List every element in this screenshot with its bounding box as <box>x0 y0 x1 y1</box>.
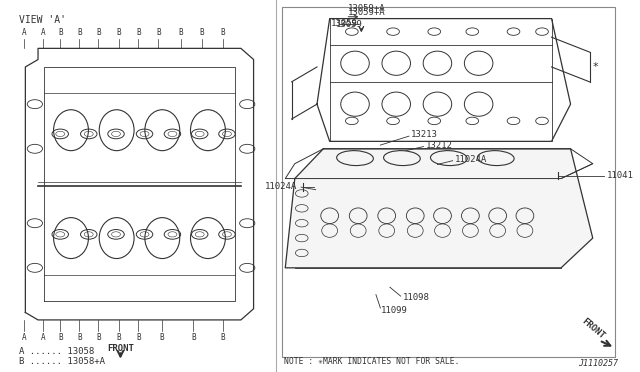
Text: 13059: 13059 <box>336 20 363 29</box>
Text: B: B <box>179 28 183 37</box>
Text: A ...... 13058: A ...... 13058 <box>19 347 94 356</box>
Text: FRONT: FRONT <box>580 317 606 341</box>
Text: A: A <box>22 28 26 37</box>
Text: VIEW 'A': VIEW 'A' <box>19 15 66 25</box>
Text: 13059+A: 13059+A <box>348 8 385 17</box>
Text: B: B <box>136 28 141 37</box>
Text: B: B <box>77 333 81 342</box>
Text: B: B <box>191 333 196 342</box>
Text: B: B <box>136 333 141 342</box>
Text: B: B <box>221 28 225 37</box>
Text: FRONT: FRONT <box>107 344 134 353</box>
Text: 11024A: 11024A <box>264 182 297 191</box>
Text: A: A <box>22 333 26 342</box>
Text: 13212: 13212 <box>426 141 453 150</box>
Text: A: A <box>41 333 45 342</box>
Text: B: B <box>77 28 81 37</box>
Text: A: A <box>41 28 45 37</box>
Text: B: B <box>156 28 161 37</box>
Text: 11024A: 11024A <box>455 155 488 164</box>
Text: *: * <box>593 62 598 72</box>
Text: B: B <box>96 333 100 342</box>
Text: B: B <box>221 333 225 342</box>
Text: 13059: 13059 <box>331 19 358 28</box>
Bar <box>282 7 615 357</box>
Text: 11098: 11098 <box>403 293 429 302</box>
Text: 13059+A: 13059+A <box>348 4 385 13</box>
Polygon shape <box>285 149 593 268</box>
Text: B: B <box>159 333 164 342</box>
Text: B: B <box>199 28 204 37</box>
Text: 11041: 11041 <box>607 171 634 180</box>
Text: 11099: 11099 <box>380 306 407 315</box>
Text: 13213: 13213 <box>411 130 438 139</box>
Text: B: B <box>117 28 122 37</box>
Text: B: B <box>117 333 122 342</box>
Text: B: B <box>58 333 63 342</box>
Text: B: B <box>96 28 100 37</box>
Text: NOTE : ✳MARK INDICATES NOT FOR SALE.: NOTE : ✳MARK INDICATES NOT FOR SALE. <box>284 357 460 366</box>
Text: B ...... 13058+A: B ...... 13058+A <box>19 357 105 366</box>
Text: J1110257: J1110257 <box>578 359 618 368</box>
Text: B: B <box>58 28 63 37</box>
